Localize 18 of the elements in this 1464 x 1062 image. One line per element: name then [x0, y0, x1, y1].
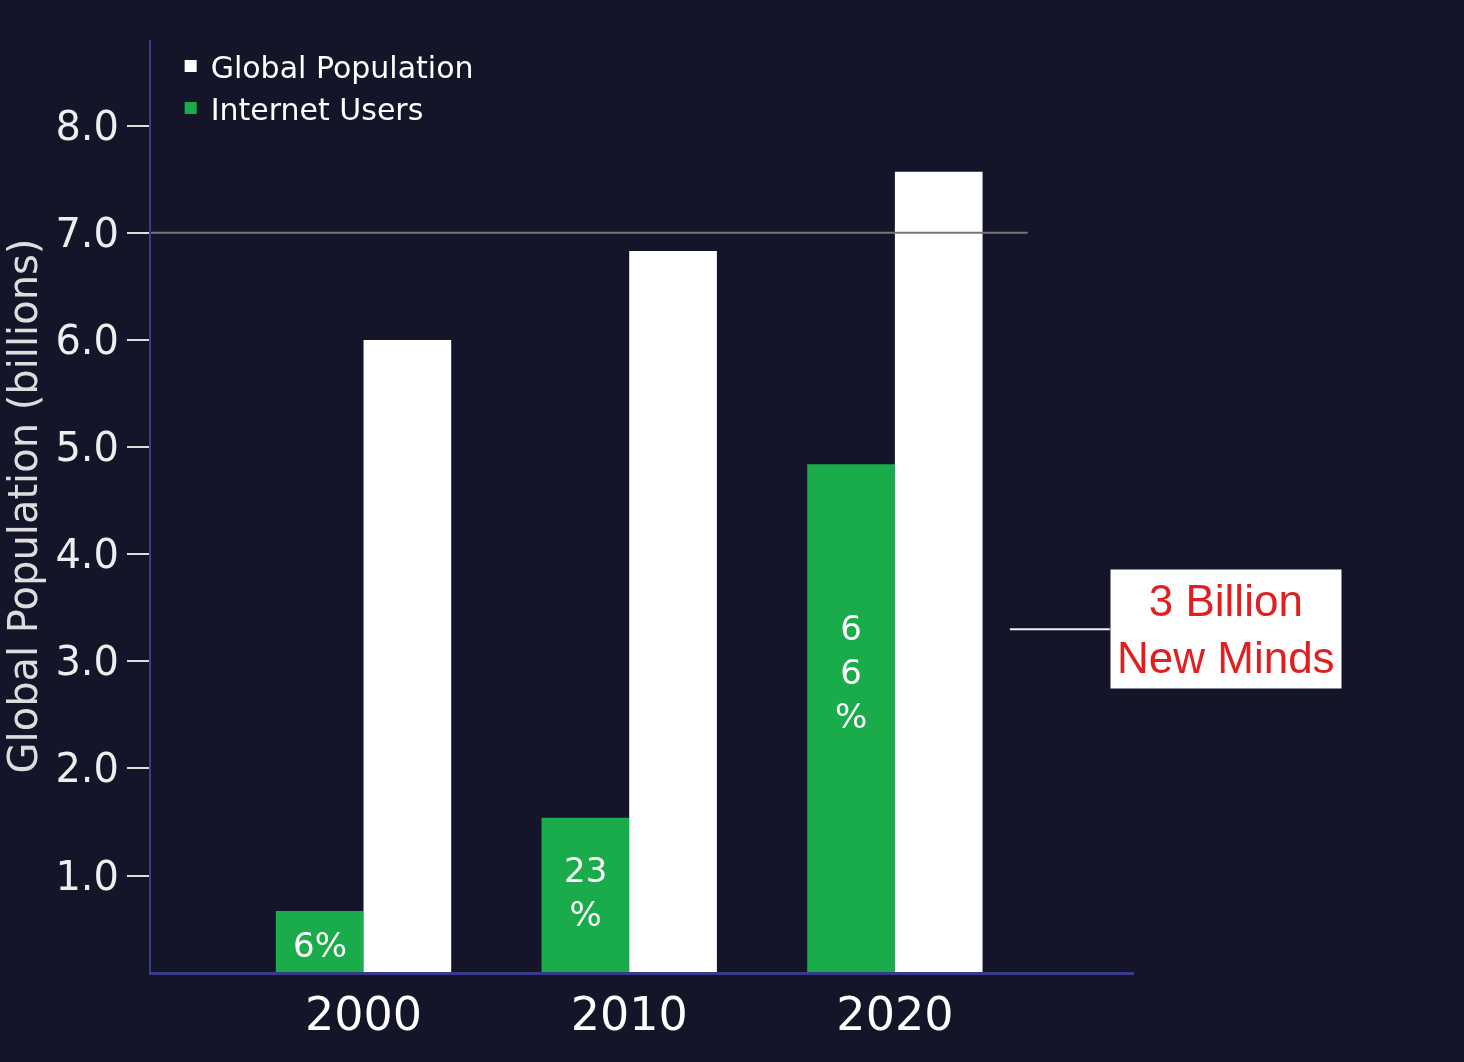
- y-tick-label: 2.0: [55, 745, 119, 792]
- legend-label: Internet Users: [210, 91, 424, 127]
- x-tick-label: 2020: [836, 987, 954, 1042]
- annotation: 3 Billion New Minds: [1117, 576, 1335, 683]
- x-tick-label: 2000: [305, 987, 423, 1042]
- y-tick-label: 1.0: [55, 852, 119, 899]
- legend-label: Global Population: [210, 49, 474, 85]
- annotation: 6 6 %: [835, 608, 868, 737]
- y-tick-label: 4.0: [55, 531, 119, 578]
- x-tick-label: 2010: [570, 987, 688, 1042]
- y-axis-title: Global Population (billions): [0, 238, 46, 774]
- y-tick-label: 8.0: [55, 102, 119, 149]
- y-tick-label: 7.0: [55, 209, 119, 256]
- y-tick-label: 5.0: [55, 424, 119, 471]
- y-tick-label: 3.0: [55, 638, 119, 685]
- y-tick-label: 6.0: [55, 316, 119, 363]
- annotation: 6%: [293, 925, 347, 965]
- annotation: 23 %: [564, 850, 608, 935]
